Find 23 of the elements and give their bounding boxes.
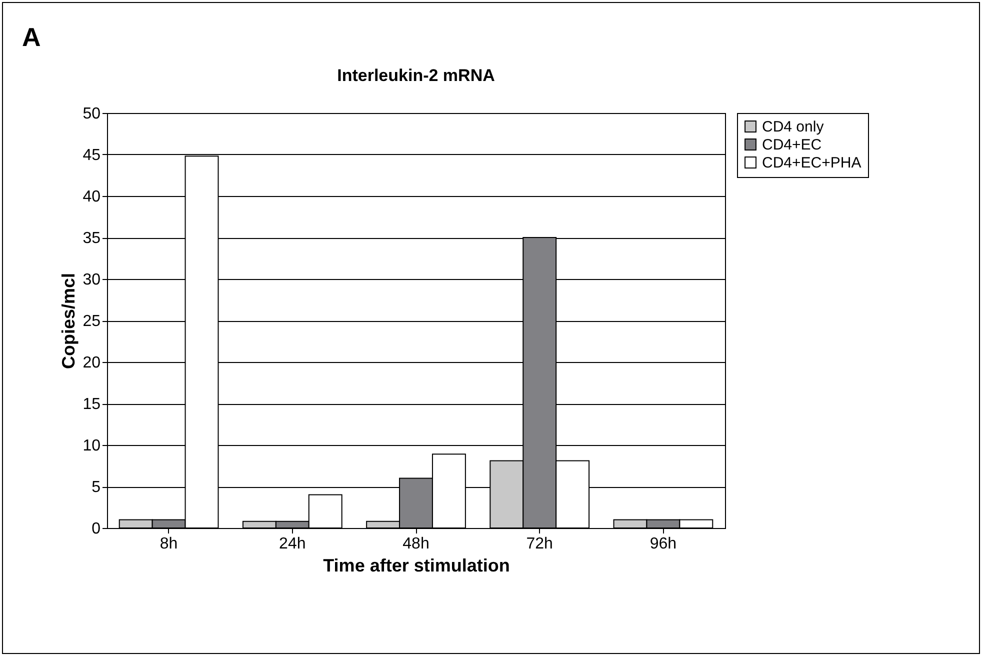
y-tick-label: 45: [82, 147, 101, 164]
legend-label: CD4 only: [762, 118, 824, 136]
y-tick-label: 30: [82, 272, 101, 288]
y-axis-title: Copies/mcl: [58, 272, 79, 370]
y-tick-label: 10: [82, 438, 101, 454]
x-tick-label: 8h: [160, 536, 178, 552]
x-tick-label: 24h: [279, 536, 306, 552]
y-tick-label: 50: [82, 106, 101, 122]
text: A: [22, 22, 41, 53]
y-tick-label: 25: [82, 313, 101, 330]
y-tick-label: 0: [92, 520, 101, 538]
x-tick-label: 72h: [526, 536, 553, 552]
legend-label: CD4+EC+PHA: [762, 154, 862, 172]
x-tick-label: 48h: [402, 536, 430, 552]
chart-title: Interleukin-2 mRNA: [337, 66, 495, 85]
y-tick-label: 35: [82, 230, 101, 247]
x-tick-label: 96h: [650, 536, 677, 552]
x-axis-title: Time after stimulation: [323, 556, 510, 576]
y-tick-label: 40: [82, 188, 101, 206]
legend-label: CD4+EC: [762, 136, 822, 154]
y-tick-label: 15: [82, 396, 101, 413]
y-tick-label: 20: [82, 354, 101, 372]
y-tick-label: 5: [92, 479, 101, 496]
